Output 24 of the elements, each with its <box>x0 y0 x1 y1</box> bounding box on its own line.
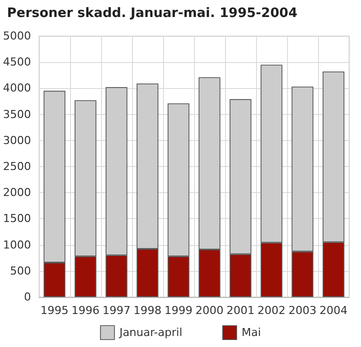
x-tick-label: 2001 <box>226 304 254 317</box>
y-tick-label: 3000 <box>2 134 31 147</box>
chart-title: Personer skadd. Januar-mai. 1995-2004 <box>7 6 298 21</box>
y-tick-label: 5000 <box>2 30 31 42</box>
y-tick-label: 2000 <box>2 186 31 200</box>
x-tick-label: 2002 <box>258 304 286 317</box>
y-tick-label: 1000 <box>2 238 31 252</box>
x-tick-label: 1997 <box>102 304 130 317</box>
x-tick-label: 1998 <box>133 304 162 317</box>
legend-label: Mai <box>242 326 261 340</box>
y-tick-label: 500 <box>10 264 31 278</box>
y-tick-label: 4000 <box>2 82 31 95</box>
x-tick-label: 2004 <box>320 304 348 317</box>
x-tick-label: 2003 <box>288 304 316 317</box>
y-tick-label: 2500 <box>2 160 31 173</box>
y-tick-label: 4500 <box>2 56 31 69</box>
x-tick-label: 1995 <box>40 304 68 317</box>
legend-label: Januar-april <box>118 326 182 340</box>
y-tick-label: 3500 <box>2 108 31 121</box>
y-tick-label: 0 <box>24 290 31 304</box>
x-tick-label: 2000 <box>195 304 224 317</box>
x-tick-label: 1999 <box>164 304 192 317</box>
y-tick-label: 1500 <box>2 212 31 226</box>
x-tick-label: 1996 <box>71 304 100 317</box>
